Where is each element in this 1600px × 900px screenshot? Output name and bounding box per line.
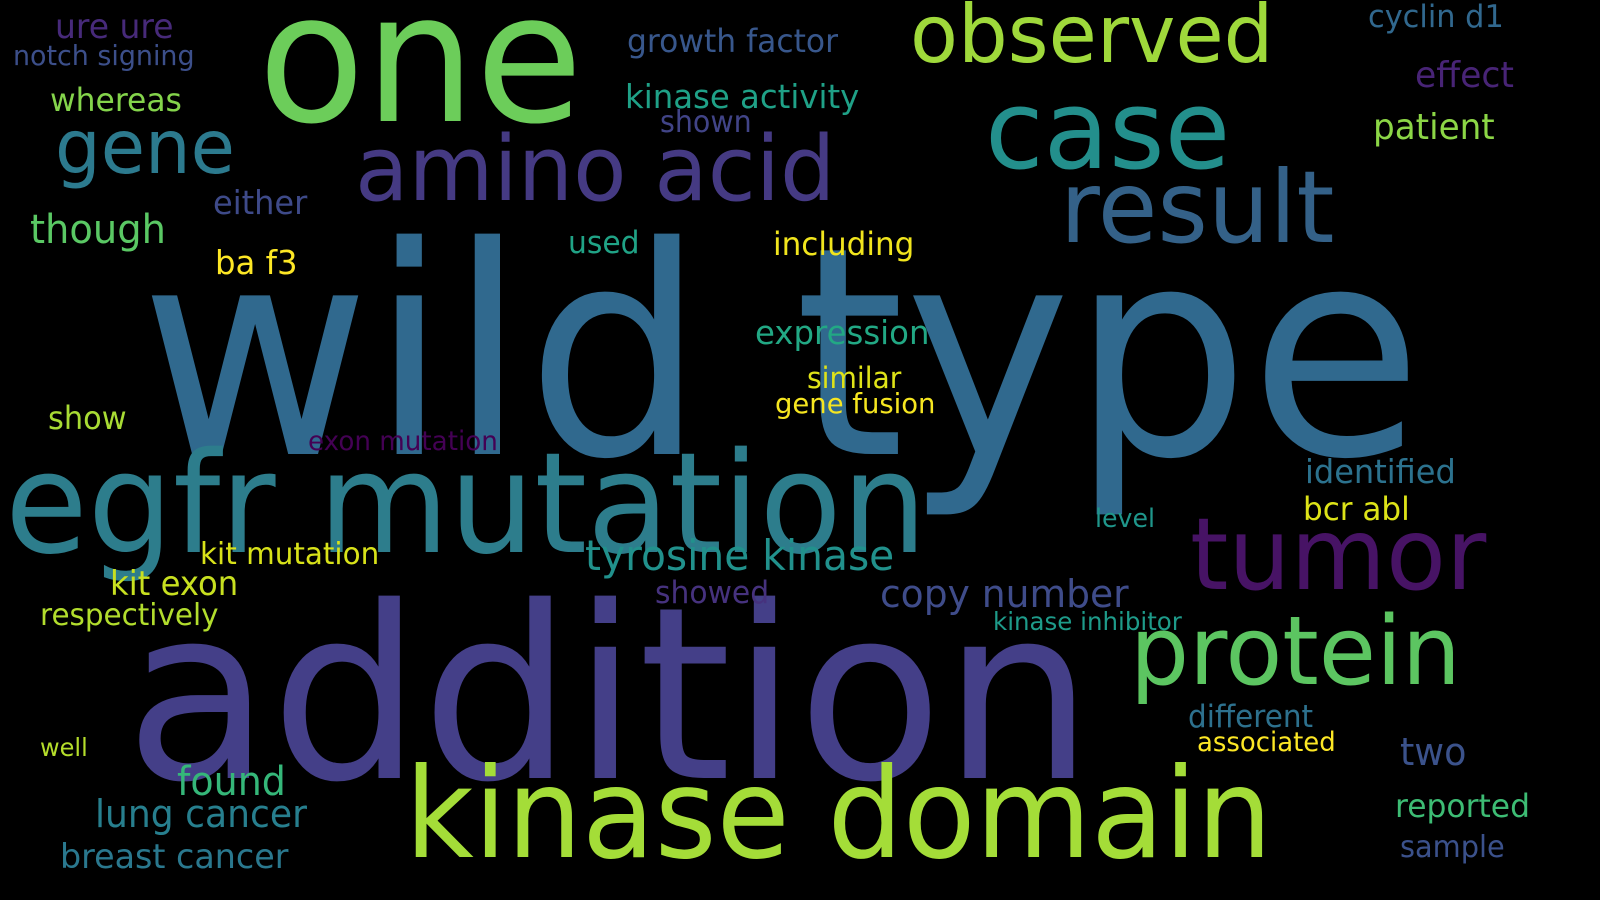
word-ba-f3: ba f3 [215, 243, 298, 282]
word-gene: gene [55, 103, 235, 191]
word-egfr-mutation: egfr mutation [5, 423, 927, 586]
word-sample: sample [1400, 830, 1505, 865]
word-tyrosine-kinase: tyrosine kinase [585, 531, 895, 580]
word-breast-cancer: breast cancer [60, 837, 289, 877]
word-similar: similar [807, 361, 902, 395]
word-kit-mutation: kit mutation [200, 537, 380, 572]
word-result: result [1060, 149, 1335, 266]
word-kinase-activity: kinase activity [625, 77, 860, 116]
word-observed: observed [910, 0, 1274, 81]
word-bcr-abl: bcr abl [1303, 490, 1410, 528]
word-including: including [773, 225, 915, 263]
word-level: level [1095, 504, 1155, 534]
word-showed: showed [655, 575, 770, 611]
word-addition: addition [125, 555, 1094, 835]
word-effect: effect [1415, 55, 1514, 96]
word-ure-ure: ure ure [55, 7, 174, 47]
word-wild-type: wild type [140, 186, 1423, 523]
word-kit-exon: kit exon [110, 564, 239, 604]
word-different: different [1188, 699, 1314, 735]
word-though: though [30, 207, 166, 253]
word-growth-factor: growth factor [627, 22, 838, 60]
word-protein: protein [1130, 597, 1461, 707]
word-shown: shown [660, 105, 752, 140]
word-notch-signing: notch signing [13, 39, 195, 72]
word-whereas: whereas [50, 81, 182, 119]
word-two: two [1400, 730, 1467, 774]
word-reported: reported [1395, 787, 1530, 825]
word-kinase-inhibitor: kinase inhibitor [993, 607, 1182, 636]
word-kinase-domain: kinase domain [405, 742, 1273, 887]
word-lung-cancer: lung cancer [95, 792, 307, 836]
word-well: well [40, 733, 88, 762]
word-show: show [48, 399, 127, 437]
word-expression: expression [755, 313, 930, 352]
word-copy-number: copy number [880, 572, 1129, 616]
word-case: case [985, 66, 1231, 194]
word-either: either [213, 183, 308, 222]
word-associated: associated [1197, 727, 1336, 758]
word-exon-mutation: exon mutation [308, 426, 498, 457]
word-found: found [177, 759, 286, 805]
word-respectively: respectively [40, 598, 219, 633]
word-amino-acid: amino acid [355, 117, 836, 222]
word-identified: identified [1305, 452, 1456, 491]
word-gene-fusion: gene fusion [775, 387, 936, 420]
word-patient: patient [1373, 107, 1495, 148]
word-one: one [258, 0, 583, 164]
word-tumor: tumor [1190, 496, 1487, 613]
word-cyclin-d1: cyclin d1 [1368, 0, 1504, 35]
word-used: used [568, 225, 640, 261]
